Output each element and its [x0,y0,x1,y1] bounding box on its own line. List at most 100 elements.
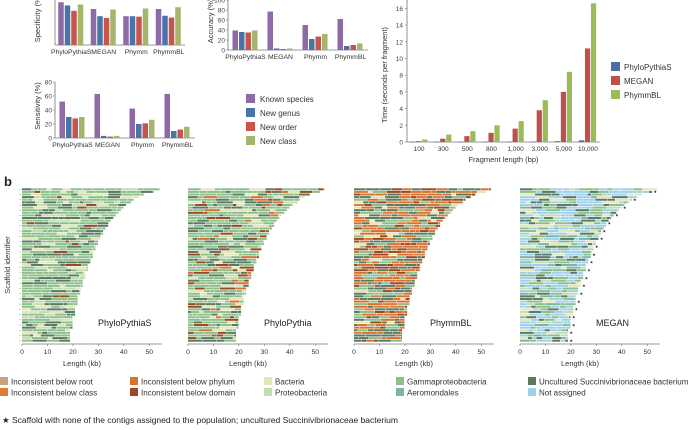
contig-segment [188,310,192,313]
x-axis-label: Length (kb) [229,359,267,368]
contig-segment [555,318,562,321]
contig-segment [555,219,560,222]
contig-segment [389,329,399,332]
bar-phymm-known-species [129,108,135,138]
contig-segment [354,240,360,243]
contig-segment [390,256,397,259]
scaffold-row [188,232,270,235]
scaffold-row [22,209,121,212]
contig-segment [34,297,40,300]
contig-segment [231,224,242,227]
contig-segment [544,214,561,217]
contig-segment [22,266,36,269]
contig-segment [272,193,279,196]
contig-segment [64,310,76,313]
contig-segment [590,196,597,199]
contig-segment [532,334,542,337]
contig-segment [373,263,387,267]
contig-segment [220,308,235,311]
contig-segment [32,303,45,306]
contig-segment [436,188,448,191]
scaffold-row [22,211,119,214]
contig-segment [385,308,400,311]
contig-segment [78,277,86,280]
contig-segment [199,316,210,319]
contig-segment [359,245,365,248]
contig-segment [563,310,574,313]
contig-segment [216,305,230,308]
contig-segment [43,271,48,274]
contig-segment [566,305,574,308]
contig-segment [389,310,395,313]
scaffold-row [188,292,247,295]
contig-segment [429,201,435,204]
contig-segment [550,290,562,293]
scaffold-row [22,235,101,238]
contig-segment [192,209,198,212]
scaffold-row [188,313,242,316]
contig-segment [354,209,367,212]
bar-phymm-new-order [142,123,148,138]
contig-segment [229,196,240,199]
contig-segment [241,256,257,259]
contig-segment [358,261,367,264]
contig-segment [415,269,420,272]
contig-segment [57,219,71,222]
contig-segment [367,297,381,300]
contig-segment [580,219,596,222]
contig-segment [526,334,533,337]
contig-segment [71,243,79,246]
contig-segment [536,321,552,324]
contig-segment [22,300,29,303]
contig-segment [578,256,582,259]
contig-segment [53,287,63,290]
contig-segment [231,206,243,209]
contig-segment [227,211,232,214]
scaffold-row [520,209,619,212]
contig-segment [387,287,394,290]
contig-segment [354,196,360,199]
contig-segment [51,297,67,300]
contig-segment [238,313,242,316]
contig-segment [404,305,408,308]
contig-segment [77,292,81,295]
contig-segment [67,337,70,340]
contig-segment [193,271,210,274]
y-axis-label: Time (seconds per fragment) [380,26,389,123]
contig-segment [359,196,371,199]
contig-segment [436,190,446,193]
contig-segment [410,287,413,290]
contig-segment [367,339,374,342]
contig-segment [524,305,531,308]
contig-segment [417,211,431,214]
contig-segment [543,297,549,300]
scaffold-row [354,269,420,272]
panel-title: PhyloPythia [264,318,312,328]
contig-segment [198,250,210,253]
contig-segment [534,303,546,306]
contig-segment [221,190,225,193]
bar-phymmbl-known-species [164,93,170,138]
contig-segment [398,266,407,269]
contig-segment [37,188,47,191]
contig-segment [538,243,549,246]
contig-segment [106,211,117,214]
contig-segment [209,258,220,261]
contig-segment [213,253,220,256]
contig-segment [206,217,216,220]
contig-segment [594,188,599,191]
scaffold-row [188,250,259,253]
y-tick-label: 80 [218,8,226,15]
scaffold-row: ★ [520,268,591,273]
contig-segment [59,339,70,342]
contig-segment [358,324,368,327]
bar-phymmbl-new-order [168,17,175,45]
contig-segment [371,261,379,264]
contig-segment [398,211,409,214]
y-tick-label: 20 [45,122,53,129]
x-tick-label: 0 [352,349,356,356]
contig-segment [413,217,418,220]
contig-segment [22,279,35,282]
contig-segment [30,211,39,214]
contig-segment [409,203,426,206]
